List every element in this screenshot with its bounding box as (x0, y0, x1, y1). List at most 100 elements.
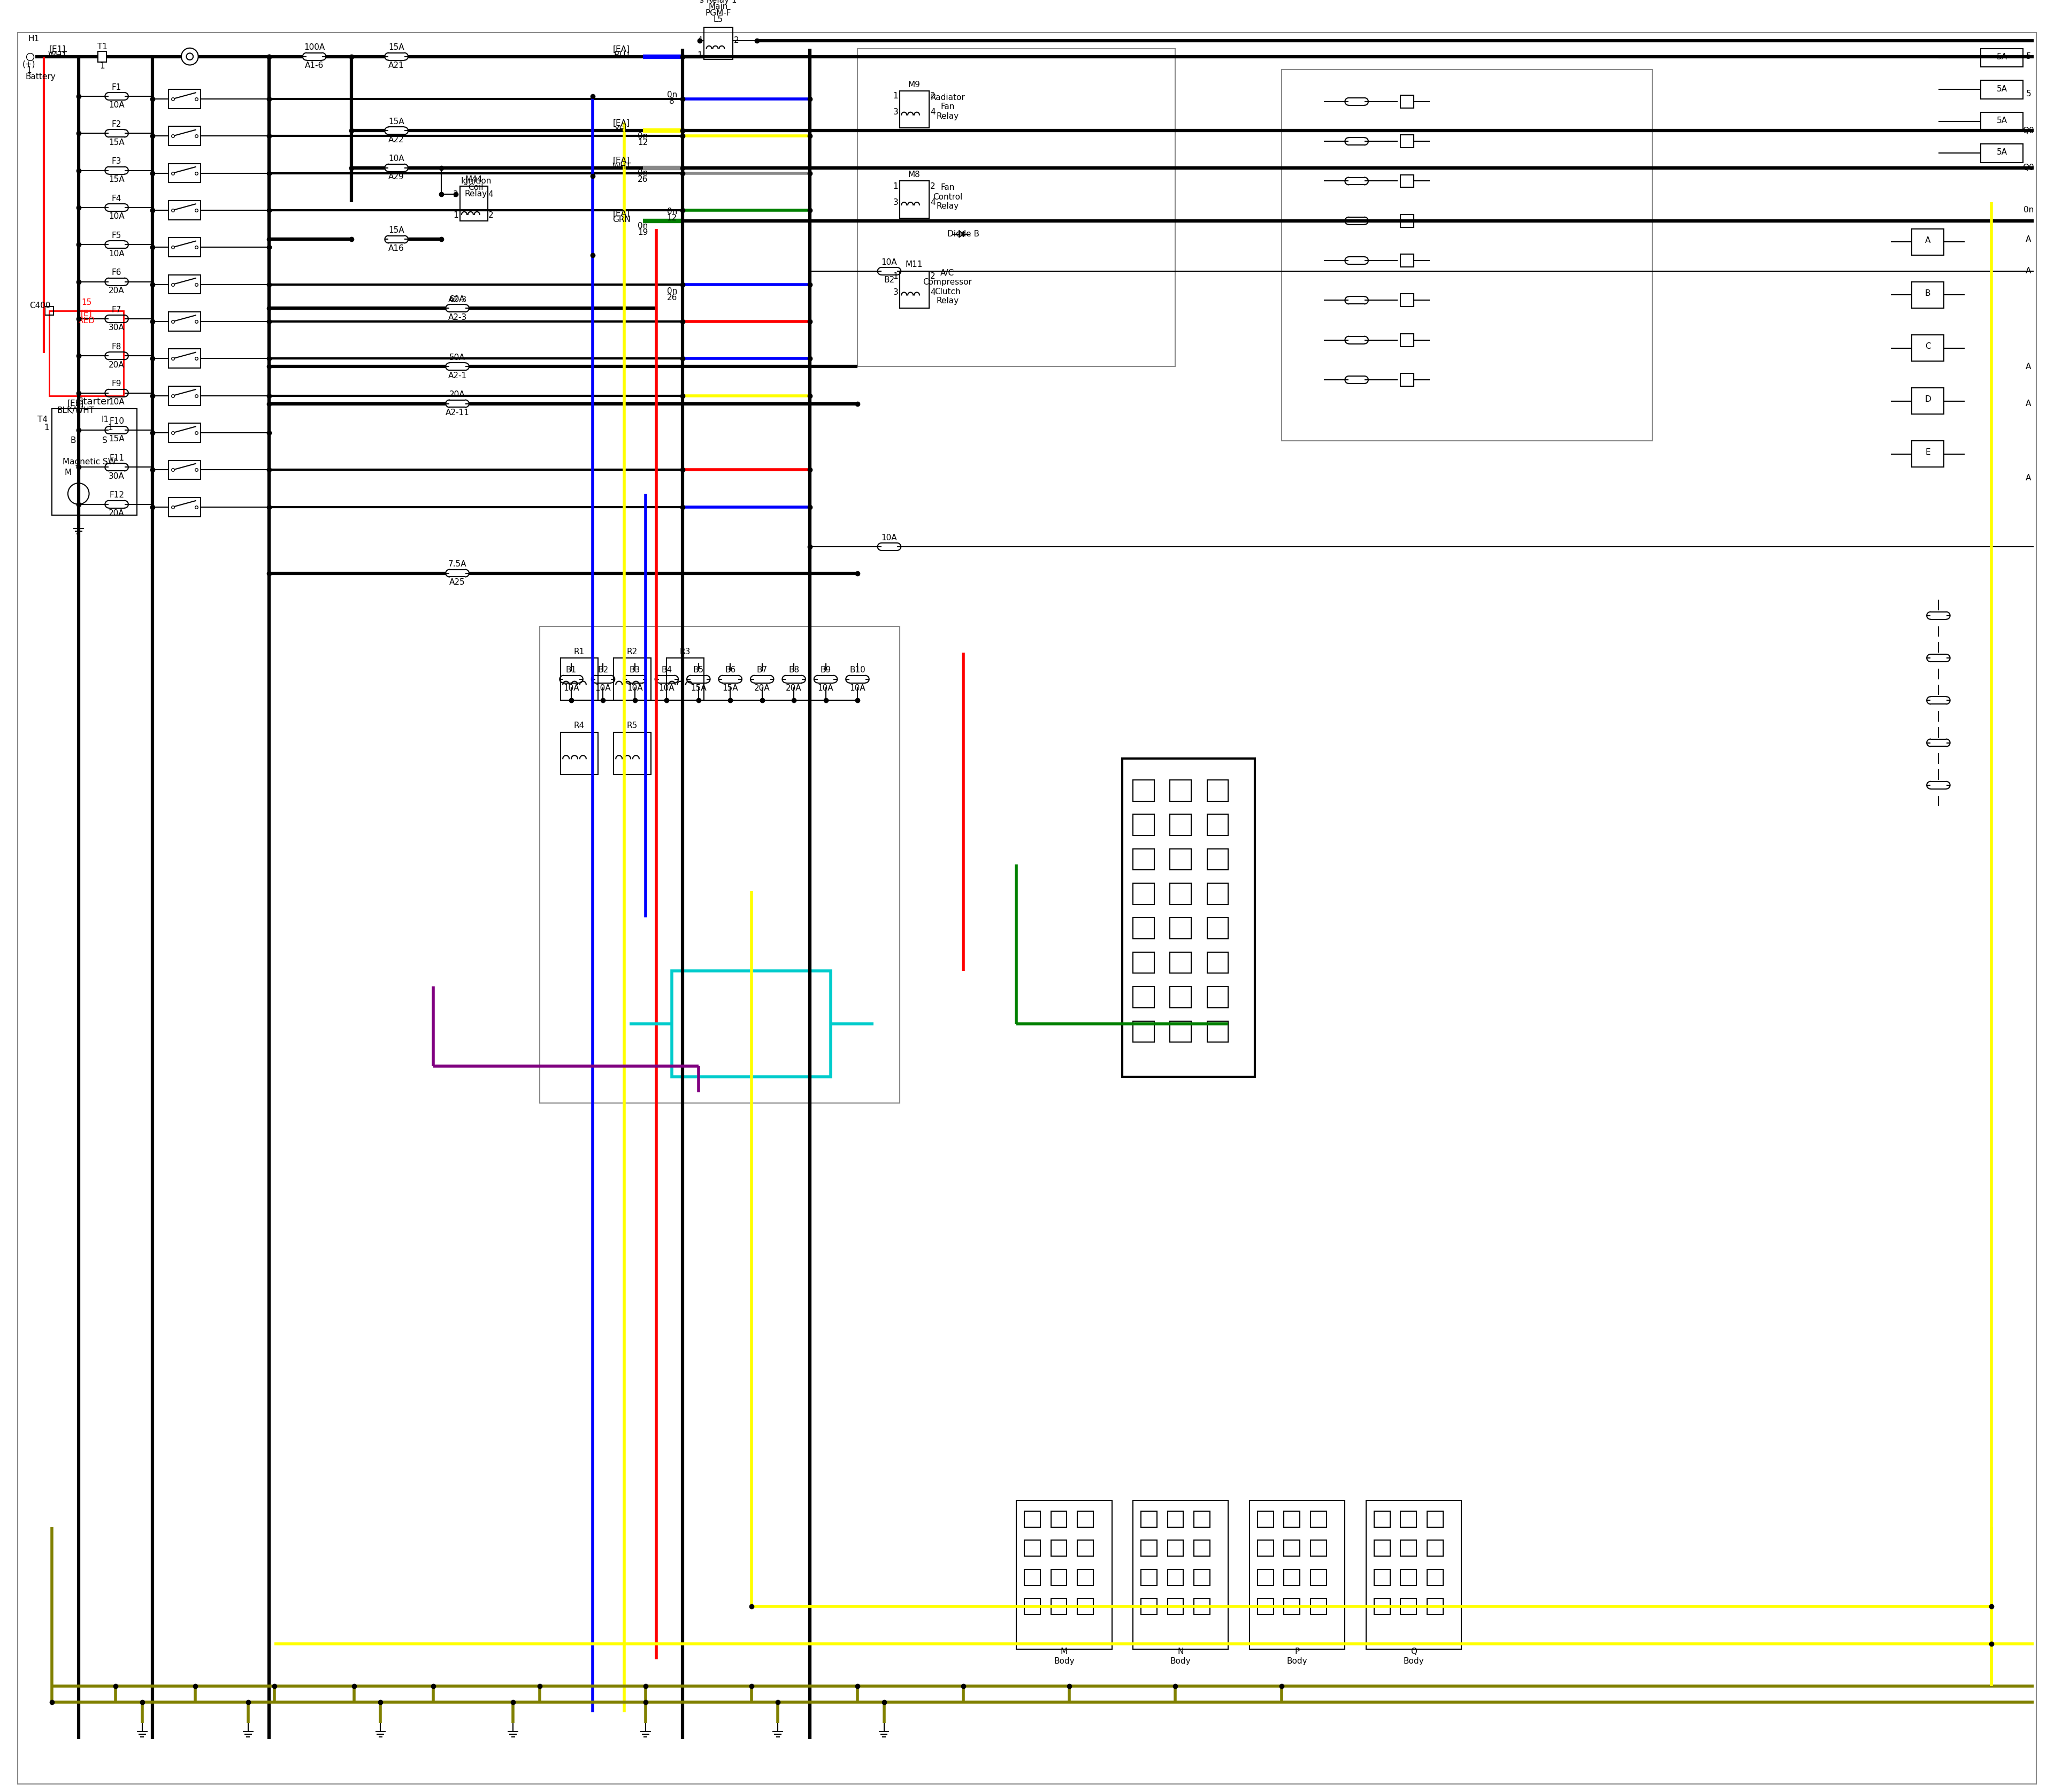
Bar (1374, 1570, 1391, 1586)
Text: 5A: 5A (1996, 149, 2007, 156)
Bar (1134, 1021, 1154, 1043)
Bar (705, 27, 733, 59)
Bar (168, 201, 201, 220)
Bar (1980, 143, 2023, 163)
Bar (1257, 1598, 1273, 1615)
Text: Q0: Q0 (2023, 127, 2033, 134)
Text: 10A: 10A (563, 685, 579, 692)
Bar (1428, 1511, 1444, 1527)
Bar (1310, 1598, 1327, 1615)
Text: B4: B4 (661, 667, 672, 674)
Text: Starter: Starter (78, 396, 111, 407)
Bar (1121, 758, 1255, 1077)
Text: 20A: 20A (787, 685, 801, 692)
Bar (1208, 987, 1228, 1007)
Text: 1: 1 (43, 423, 49, 432)
Bar (1401, 294, 1413, 306)
Text: 15A: 15A (388, 226, 405, 235)
Text: 10A: 10A (881, 258, 898, 267)
Bar (1167, 1511, 1183, 1527)
Bar (99, 52, 107, 61)
Bar (614, 658, 651, 701)
Text: A16: A16 (388, 244, 405, 253)
Bar (1052, 1541, 1066, 1555)
Text: M11: M11 (906, 262, 922, 269)
Bar (1428, 1570, 1444, 1586)
Bar (1167, 1570, 1183, 1586)
Bar (900, 91, 928, 127)
Text: M44: M44 (464, 176, 483, 183)
Text: 0n: 0n (668, 208, 678, 215)
Bar (1134, 918, 1154, 939)
Text: 15A: 15A (388, 43, 405, 52)
Text: B1: B1 (567, 667, 577, 674)
Bar (1078, 1541, 1093, 1555)
Text: 12: 12 (637, 138, 647, 147)
Text: B9: B9 (820, 667, 832, 674)
Text: F5: F5 (111, 231, 121, 240)
Bar (1052, 1598, 1066, 1615)
Bar (1052, 1570, 1066, 1586)
Text: 0n: 0n (668, 287, 678, 296)
Bar (1140, 1570, 1156, 1586)
Text: 10A: 10A (388, 154, 405, 163)
Bar (168, 461, 201, 480)
Text: 10A: 10A (109, 249, 125, 258)
Bar (1025, 1598, 1039, 1615)
Bar (1249, 1500, 1345, 1649)
Bar (1193, 1598, 1210, 1615)
Text: 0n: 0n (637, 168, 647, 177)
Bar (51, 409, 138, 514)
Text: B5: B5 (692, 667, 705, 674)
Bar (1912, 387, 1943, 414)
Text: 1: 1 (893, 183, 898, 190)
Text: 1: 1 (27, 66, 31, 73)
Bar (1167, 1541, 1183, 1555)
Text: 4: 4 (930, 289, 935, 296)
Text: 20A: 20A (754, 685, 770, 692)
Bar (900, 271, 928, 308)
Bar (1052, 1511, 1066, 1527)
Bar (168, 274, 201, 294)
Text: Q
Body: Q Body (1403, 1647, 1423, 1665)
Text: A/C
Compressor
Clutch
Relay: A/C Compressor Clutch Relay (922, 269, 972, 305)
Text: 15A: 15A (723, 685, 737, 692)
Text: R3: R3 (680, 647, 690, 656)
Text: [E1]: [E1] (49, 45, 66, 54)
Text: F2: F2 (111, 120, 121, 129)
Text: BLK/WHT: BLK/WHT (58, 407, 94, 414)
Bar (168, 349, 201, 367)
Bar (1284, 1598, 1300, 1615)
Text: 3: 3 (893, 199, 898, 206)
Text: 15: 15 (82, 299, 92, 306)
Text: 4: 4 (930, 199, 935, 206)
Text: M: M (64, 468, 72, 477)
Bar (168, 498, 201, 516)
Bar (1134, 780, 1154, 801)
Text: Coil: Coil (468, 183, 483, 192)
Text: F3: F3 (111, 158, 121, 165)
Bar (668, 658, 705, 701)
Text: F11: F11 (109, 453, 123, 462)
Text: 3: 3 (893, 108, 898, 116)
Bar (1401, 1511, 1417, 1527)
Bar (540, 625, 900, 1104)
Text: Q0: Q0 (2023, 163, 2033, 172)
Text: 30A: 30A (109, 473, 125, 480)
Text: S: S (103, 437, 107, 444)
Text: 5: 5 (2025, 90, 2031, 97)
Text: [EE]: [EE] (68, 400, 84, 407)
Text: 100A: 100A (304, 43, 325, 52)
Text: WHT: WHT (612, 163, 631, 170)
Bar (1208, 883, 1228, 905)
Text: 10A: 10A (109, 102, 125, 109)
Bar (1171, 849, 1191, 869)
Text: 10A: 10A (881, 534, 898, 541)
Text: 3: 3 (893, 289, 898, 296)
Bar (1310, 1511, 1327, 1527)
Bar (1171, 918, 1191, 939)
Text: C400: C400 (29, 301, 51, 310)
Text: Battery: Battery (25, 73, 55, 81)
Text: WHT: WHT (47, 52, 68, 59)
Bar (1401, 134, 1413, 147)
